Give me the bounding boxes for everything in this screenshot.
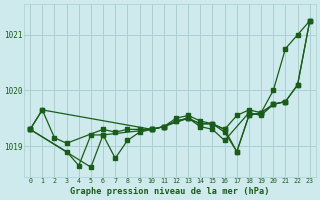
X-axis label: Graphe pression niveau de la mer (hPa): Graphe pression niveau de la mer (hPa) [70,187,270,196]
